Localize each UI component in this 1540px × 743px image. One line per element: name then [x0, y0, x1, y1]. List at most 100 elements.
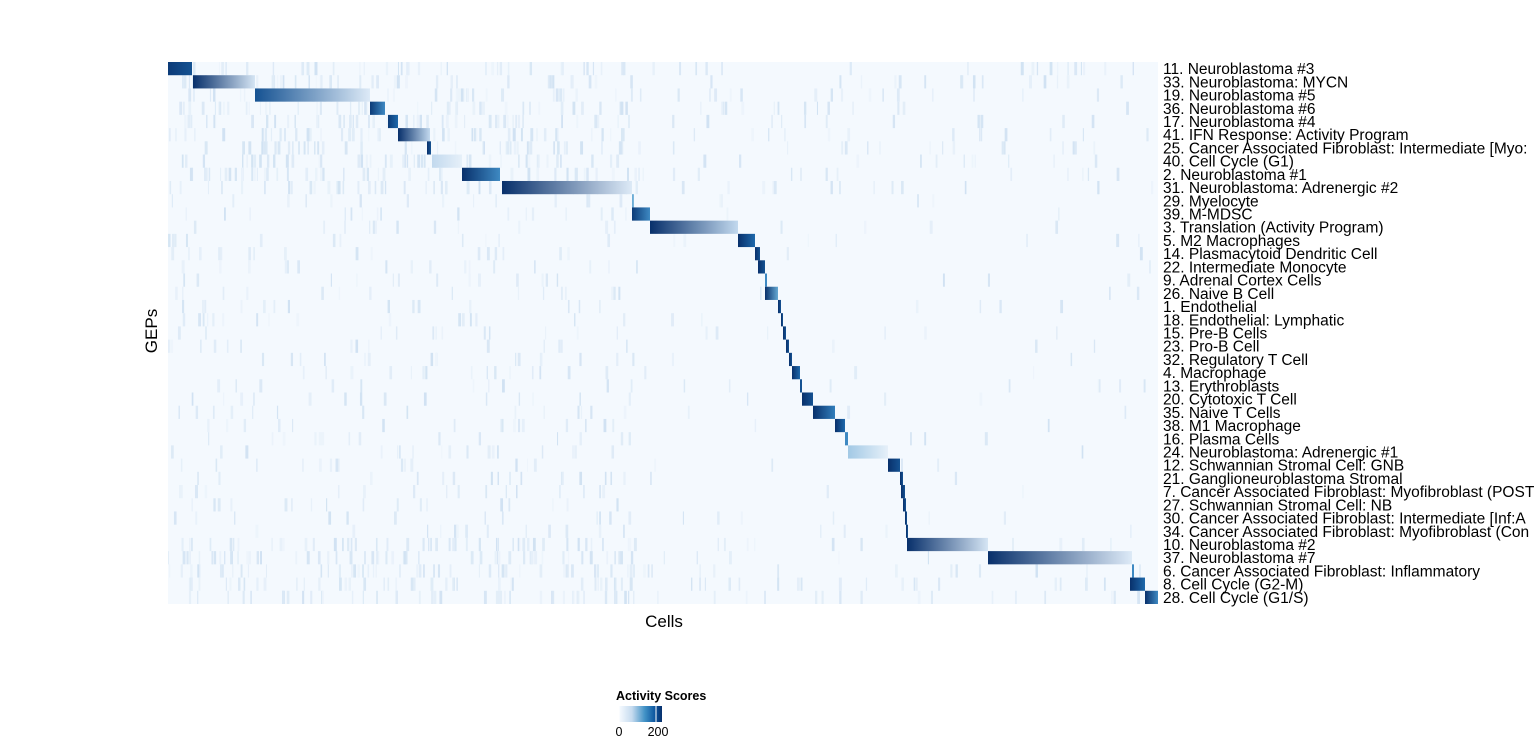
heatmap-noise-cell [578, 299, 581, 314]
heatmap-block [1132, 564, 1134, 578]
heatmap-noise-cell [847, 405, 851, 419]
heatmap-noise-cell [349, 101, 352, 115]
heatmap-noise-cell [1098, 379, 1101, 393]
heatmap-noise-cell [204, 299, 207, 314]
heatmap-noise-cell [446, 62, 448, 76]
heatmap-noise-cell [287, 194, 290, 208]
heatmap-noise-cell [522, 101, 525, 115]
row-label: 3. Translation (Activity Program) [1163, 220, 1384, 237]
heatmap-noise-cell [483, 326, 486, 340]
heatmap-noise-cell [682, 511, 685, 525]
heatmap-noise-cell [454, 114, 458, 129]
heatmap-noise-cell [627, 564, 629, 578]
heatmap-noise-cell [516, 273, 519, 287]
heatmap-noise-cell [188, 75, 191, 89]
heatmap-noise-cell [256, 458, 258, 472]
heatmap-noise-cell [274, 114, 277, 129]
heatmap-noise-cell [425, 180, 427, 195]
heatmap-noise-cell [506, 114, 509, 129]
legend-title: Activity Scores [616, 689, 706, 703]
heatmap-noise-cell [222, 62, 225, 76]
heatmap-noise-cell [386, 114, 389, 129]
heatmap-noise-cell [473, 194, 475, 208]
heatmap-noise-cell [471, 88, 475, 102]
heatmap-noise-cell [563, 564, 566, 578]
heatmap-noise-cell [677, 88, 680, 102]
heatmap-noise-cell [305, 167, 309, 181]
heatmap-noise-cell [188, 101, 192, 115]
heatmap-noise-cell [215, 458, 218, 472]
heatmap-noise-cell [287, 299, 291, 314]
heatmap-noise-cell [287, 141, 291, 155]
heatmap-noise-cell [248, 551, 251, 565]
heatmap-noise-cell [1085, 577, 1088, 591]
heatmap-noise-cell [222, 128, 226, 142]
heatmap-noise-cell [839, 590, 842, 604]
heatmap-noise-cell [565, 418, 569, 433]
heatmap-noise-cell [237, 551, 239, 565]
heatmap-noise-cell [510, 167, 514, 181]
heatmap-noise-cell [406, 537, 410, 552]
heatmap-noise-cell [618, 286, 621, 300]
heatmap-noise-cell [171, 233, 175, 248]
heatmap-noise-cell [352, 524, 356, 538]
heatmap-block [650, 220, 738, 234]
heatmap-noise-cell [385, 62, 389, 76]
heatmap-noise-cell [804, 114, 807, 129]
heatmap-noise-cell [439, 167, 442, 181]
heatmap-noise-cell [337, 485, 340, 499]
heatmap-noise-cell [186, 551, 189, 565]
heatmap-noise-cell [617, 114, 619, 129]
heatmap-noise-cell [719, 194, 723, 208]
heatmap-noise-cell [486, 524, 489, 538]
heatmap-noise-cell [518, 537, 521, 552]
heatmap-noise-cell [553, 141, 556, 155]
heatmap-noise-cell [533, 458, 537, 472]
row-label: 17. Neuroblastoma #4 [1163, 114, 1316, 131]
heatmap-noise-cell [223, 392, 225, 406]
heatmap-noise-cell [491, 62, 495, 76]
heatmap-noise-cell [683, 233, 687, 248]
heatmap-noise-cell [382, 418, 385, 433]
heatmap-noise-cell [602, 485, 606, 499]
heatmap-block [1130, 577, 1145, 591]
heatmap-noise-cell [448, 445, 452, 459]
heatmap-noise-cell [242, 167, 244, 181]
heatmap-noise-cell [343, 114, 345, 129]
heatmap-noise-cell [201, 101, 205, 115]
heatmap-noise-cell [413, 577, 416, 591]
heatmap-noise-cell [891, 180, 894, 195]
heatmap-noise-cell [410, 366, 412, 380]
heatmap-noise-cell [520, 128, 523, 142]
heatmap-noise-cell [265, 564, 267, 578]
heatmap-noise-cell [1035, 339, 1038, 353]
heatmap-noise-cell [517, 418, 521, 433]
heatmap-noise-cell [522, 114, 524, 129]
heatmap-noise-cell [538, 154, 540, 168]
heatmap-noise-cell [372, 114, 375, 129]
heatmap-noise-cell [513, 141, 517, 155]
heatmap-noise-cell [500, 154, 502, 168]
heatmap-noise-cell [773, 180, 777, 195]
heatmap-noise-cell [616, 352, 619, 367]
heatmap-noise-cell [499, 141, 501, 155]
heatmap-noise-cell [673, 233, 676, 248]
heatmap-noise-cell [321, 286, 324, 300]
heatmap-noise-cell [212, 405, 215, 419]
heatmap-block [900, 471, 903, 486]
heatmap-noise-cell [348, 128, 352, 142]
heatmap-noise-cell [604, 471, 607, 486]
heatmap-noise-cell [1143, 379, 1146, 393]
heatmap-noise-cell [457, 485, 460, 499]
heatmap-noise-cell [436, 141, 439, 155]
heatmap-noise-cell [728, 379, 731, 393]
heatmap-noise-cell [1004, 128, 1008, 142]
heatmap-noise-cell [433, 220, 437, 234]
heatmap-noise-cell [431, 590, 434, 604]
heatmap-noise-cell [168, 551, 170, 565]
heatmap-noise-cell [240, 167, 243, 181]
heatmap-noise-cell [242, 590, 245, 604]
row-label: 18. Endothelial: Lymphatic [1163, 312, 1344, 329]
heatmap-noise-cell [377, 167, 380, 181]
heatmap-noise-cell [349, 551, 353, 565]
